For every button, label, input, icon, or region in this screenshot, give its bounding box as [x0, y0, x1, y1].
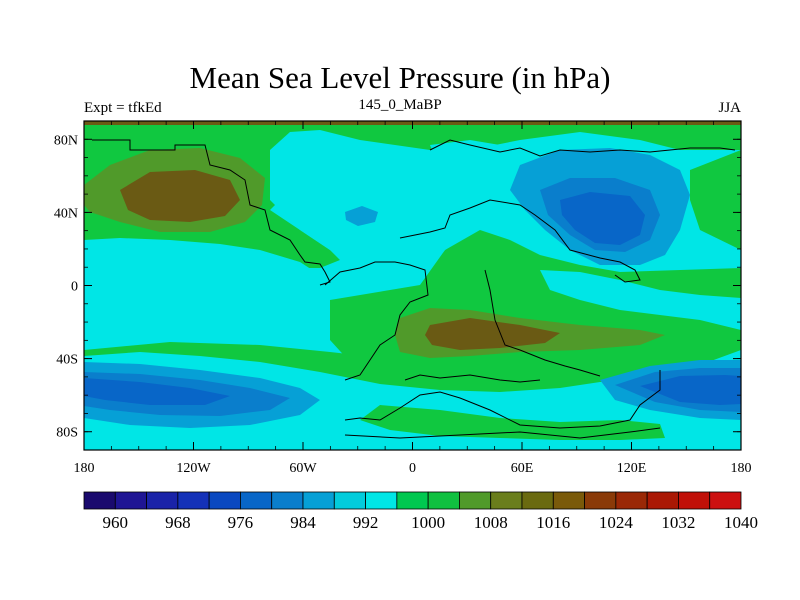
- colorbar-swatch: [208, 491, 241, 510]
- colorbar-label: 984: [290, 513, 316, 532]
- colorbar: [83, 491, 742, 510]
- coast-antarctica: [344, 370, 661, 429]
- experiment-label: Expt = tfkEd: [84, 100, 162, 116]
- coast-eurasia: [399, 199, 641, 283]
- field-layer: [84, 121, 741, 450]
- coastlines: [92, 139, 736, 439]
- arctic-cyan: [430, 140, 520, 195]
- age-label: 145_0_MaBP: [358, 97, 442, 113]
- coast-north-america: [92, 139, 331, 286]
- colorbar-swatch: [427, 491, 460, 510]
- lat-tick-label: 0: [71, 280, 78, 295]
- lat-tick-label: 80S: [56, 426, 78, 441]
- lat-tick-label: 40S: [56, 353, 78, 368]
- colorbar-swatch: [678, 491, 711, 510]
- colorbar-swatch: [459, 491, 492, 510]
- colorbar-swatch: [302, 491, 335, 510]
- colorbar-label: 1032: [661, 513, 695, 532]
- antarctic-green: [360, 405, 665, 440]
- colorbar-label: 968: [165, 513, 191, 532]
- colorbar-swatch: [396, 491, 429, 510]
- colorbar-swatch: [646, 491, 679, 510]
- colorbar-swatch: [83, 491, 116, 510]
- colorbar-label: 992: [353, 513, 379, 532]
- colorbar-label: 1008: [474, 513, 508, 532]
- coast-arctic: [429, 139, 736, 157]
- lat-axis: 80N 40N 0 40S 80S: [54, 133, 741, 441]
- plot-title: Mean Sea Level Pressure (in hPa): [189, 60, 611, 95]
- pacific-cyan: [84, 238, 320, 302]
- lon-tick-label: 60E: [511, 461, 534, 476]
- sa-high-brown: [425, 318, 560, 350]
- south-indian-low-dark: [640, 375, 741, 405]
- coast-south-america: [324, 261, 429, 381]
- lon-tick-label: 120E: [617, 461, 647, 476]
- south-pacific-low-dark: [84, 378, 230, 405]
- north-east-green: [690, 150, 741, 250]
- lon-tick-label: 180: [74, 461, 95, 476]
- lon-tick-label: 180: [731, 461, 752, 476]
- colorbar-swatch: [365, 491, 398, 510]
- colorbar-swatch: [146, 491, 179, 510]
- coast-australia: [404, 374, 541, 383]
- colorbar-swatch: [552, 491, 585, 510]
- lat-tick-label: 40N: [54, 206, 78, 221]
- colorbar-label: 960: [103, 513, 129, 532]
- colorbar-label: 1016: [536, 513, 570, 532]
- coast-antarctic-south: [344, 427, 661, 439]
- colorbar-label: 1024: [599, 513, 634, 532]
- season-label: JJA: [718, 100, 741, 116]
- lat-tick-label: 80N: [54, 133, 78, 148]
- coast-africa: [484, 269, 601, 377]
- colorbar-label: 976: [228, 513, 254, 532]
- colorbar-swatch: [490, 491, 523, 510]
- colorbar-label: 1040: [724, 513, 758, 532]
- asia-low-dark: [560, 192, 645, 245]
- colorbar-swatch: [584, 491, 617, 510]
- lon-tick-label: 60W: [289, 461, 317, 476]
- colorbar-swatch: [240, 491, 273, 510]
- na-high-brown: [120, 170, 240, 222]
- north-green-region: [84, 123, 741, 268]
- south-green-strip: [84, 342, 741, 392]
- colorbar-labels: 960 968 976 984 992 1000 1008 1016 1024 1032 1040: [103, 513, 758, 532]
- minor-ticks: [83, 120, 742, 451]
- colorbar-swatch: [333, 491, 366, 510]
- colorbar-swatch: [271, 491, 304, 510]
- indian-cyan: [540, 270, 741, 330]
- colorbar-swatch: [709, 491, 742, 510]
- colorbar-label: 1000: [411, 513, 445, 532]
- colorbar-swatch: [114, 491, 147, 510]
- colorbar-swatch: [521, 491, 554, 510]
- lon-tick-label: 0: [409, 461, 416, 476]
- colorbar-swatch: [177, 491, 210, 510]
- lon-tick-label: 120W: [176, 461, 211, 476]
- colorbar-swatch: [615, 491, 648, 510]
- n-atlantic-low: [345, 206, 378, 226]
